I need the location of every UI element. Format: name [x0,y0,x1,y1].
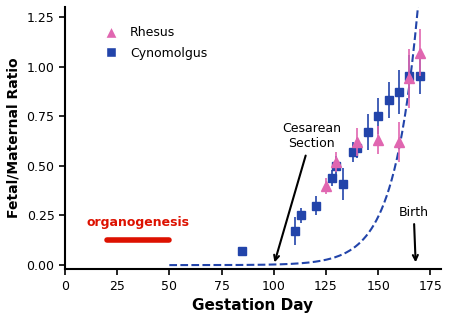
Text: Birth: Birth [399,205,429,260]
Text: Cesarean
Section: Cesarean Section [274,122,341,260]
Text: organogenesis: organogenesis [86,216,189,229]
Y-axis label: Fetal/Maternal Ratio: Fetal/Maternal Ratio [7,58,21,218]
Legend: Rhesus, Cynomolgus: Rhesus, Cynomolgus [94,21,212,65]
X-axis label: Gestation Day: Gestation Day [192,298,313,313]
